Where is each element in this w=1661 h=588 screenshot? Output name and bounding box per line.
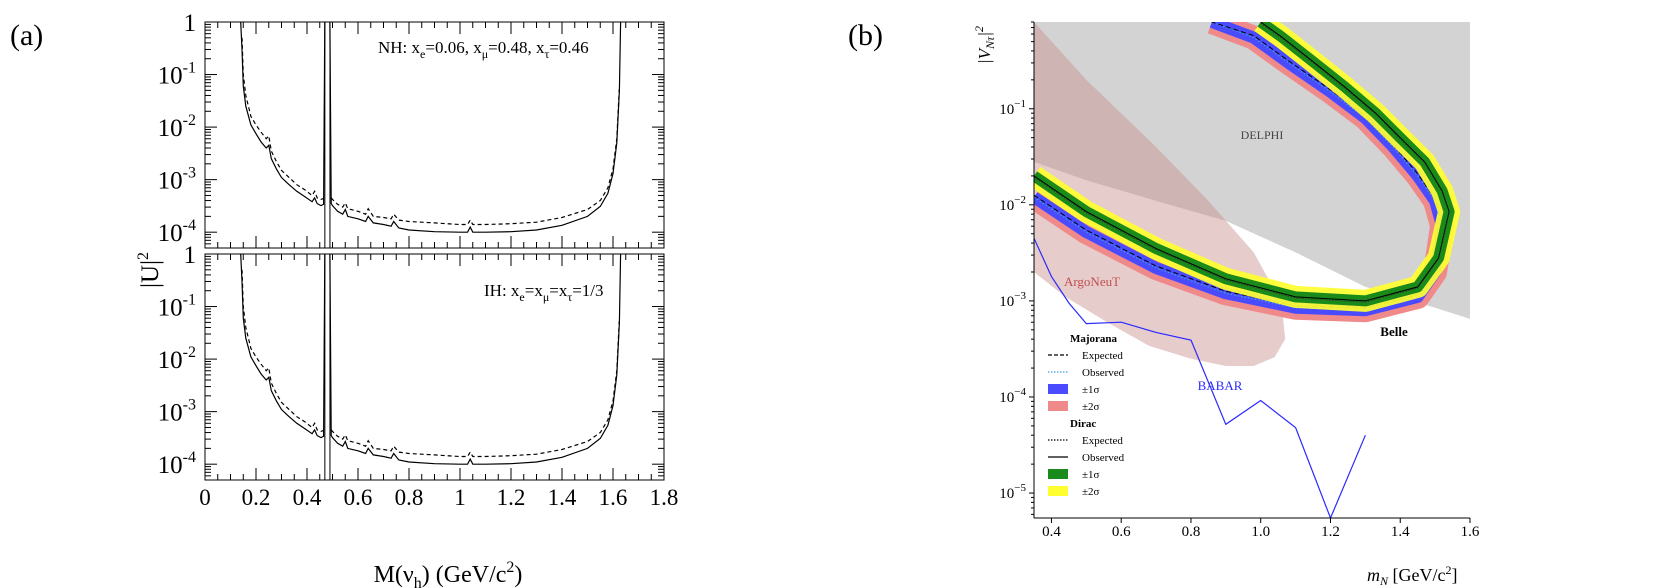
nh-annotation: NH: xe=0.06, xμ=0.48, xτ=0.46 — [378, 38, 589, 61]
legend-swatch — [1048, 469, 1068, 479]
ih-annotation: IH: xe=xμ=xτ=1/3 — [484, 281, 604, 304]
solid-limit-line — [240, 21, 326, 207]
panel-b-series — [1034, 22, 1461, 518]
dirac-expected-line — [1034, 22, 1450, 303]
solid-limit-line — [329, 253, 622, 465]
legend-label: ±1σ — [1082, 469, 1100, 481]
solid-limit-line — [240, 253, 326, 439]
y-tick-label: 10−5 — [999, 482, 1026, 502]
y-tick-label: 10-4 — [158, 449, 196, 479]
panel-label-a: (a) — [10, 19, 43, 52]
panel-a-series — [240, 21, 622, 480]
x-tick-label: 0.8 — [395, 485, 424, 510]
annotation-argoneut: ArgoNeuT — [1064, 274, 1120, 289]
x-tick-label: 1.8 — [650, 485, 679, 510]
dirac-observed-line — [1034, 22, 1450, 302]
x-tick-label: 1.6 — [1461, 524, 1480, 540]
legend-label: Expected — [1082, 350, 1123, 362]
x-tick-label: 0.8 — [1182, 524, 1201, 540]
x-tick-label: 0 — [199, 485, 211, 510]
panel-b-annotations: DELPHI ArgoNeuT Belle BABAR — [1064, 128, 1408, 393]
x-tick-label: 1.4 — [1391, 524, 1410, 540]
x-tick-label: 1.2 — [1321, 524, 1340, 540]
legend-group-title: Dirac — [1070, 418, 1096, 430]
x-tick-label: 0.2 — [242, 485, 271, 510]
legend-label: ±2σ — [1082, 486, 1100, 498]
y-tick-label: 10-3 — [158, 165, 196, 195]
annotation-delphi: DELPHI — [1241, 128, 1284, 142]
legend-label: ±1σ — [1082, 384, 1100, 396]
dashed-limit-line — [330, 318, 620, 458]
x-tick-label: 0.6 — [344, 485, 373, 510]
x-tick-label: 1.6 — [599, 485, 628, 510]
panel-a-ylabel: |U|2 — [135, 252, 164, 288]
legend-label: Observed — [1082, 452, 1125, 464]
babar-line — [1034, 237, 1366, 518]
x-tick-label: 1.0 — [1251, 524, 1270, 540]
panel-label-b: (b) — [848, 19, 883, 52]
y-tick-label: 10−2 — [999, 194, 1026, 214]
x-tick-label: 0.4 — [1042, 524, 1061, 540]
legend-group-title: Majorana — [1070, 333, 1118, 345]
x-tick-label: 0.4 — [293, 485, 322, 510]
legend-swatch — [1048, 486, 1068, 496]
annotation-belle: Belle — [1380, 324, 1408, 339]
y-tick-label: 10-4 — [158, 217, 196, 247]
dashed-limit-line — [241, 269, 324, 433]
legend-swatch — [1048, 401, 1068, 411]
y-tick-label: 1 — [184, 242, 197, 269]
y-tick-label: 1 — [184, 10, 197, 37]
y-tick-label: 10−3 — [999, 290, 1026, 310]
legend-label: Observed — [1082, 367, 1125, 379]
x-tick-label: 1.2 — [497, 485, 526, 510]
y-tick-label: 10-2 — [158, 344, 196, 374]
y-tick-label: 10-1 — [158, 292, 196, 322]
panel-b-axes: 10−1 10−2 10−3 10−4 10−5 0.4 0.6 0.8 1.0 1.2 1.4 1.… — [999, 21, 1480, 540]
panel-b-xlabel: mN [GeV/c2] — [1367, 563, 1458, 588]
x-tick-label: 0.6 — [1112, 524, 1131, 540]
panel-b-regions — [1034, 22, 1470, 367]
dashed-limit-line — [241, 37, 324, 201]
y-tick-label: 10−4 — [999, 386, 1026, 406]
dashed-limit-line — [330, 86, 620, 226]
panel-b: (b) 10−110−210−310−410−50.4 0.6 0.8 1.0 1.2 1… — [848, 19, 1480, 588]
y-tick-label: 10-1 — [158, 60, 196, 90]
x-tick-label: 1 — [454, 485, 466, 510]
legend-label: ±2σ — [1082, 401, 1100, 413]
panel-b-legend: Majorana Expected Observed ±1σ ±2σ Dirac Expec… — [1048, 333, 1125, 498]
y-tick-label: 10-3 — [158, 397, 196, 427]
x-tick-label: 1.4 — [548, 485, 577, 510]
majorana-expected-line — [1034, 22, 1443, 309]
panel-a-xlabel: M(νh) (GeV/c2) — [374, 559, 523, 588]
annotation-babar: BABAR — [1198, 378, 1243, 393]
solid-limit-line — [329, 21, 622, 233]
y-tick-label: 10-2 — [158, 112, 196, 142]
y-tick-label: 10−1 — [999, 98, 1026, 118]
legend-swatch — [1048, 384, 1068, 394]
panel-b-ylabel: |VNτ|2 — [972, 26, 997, 64]
legend-label: Expected — [1082, 435, 1123, 447]
